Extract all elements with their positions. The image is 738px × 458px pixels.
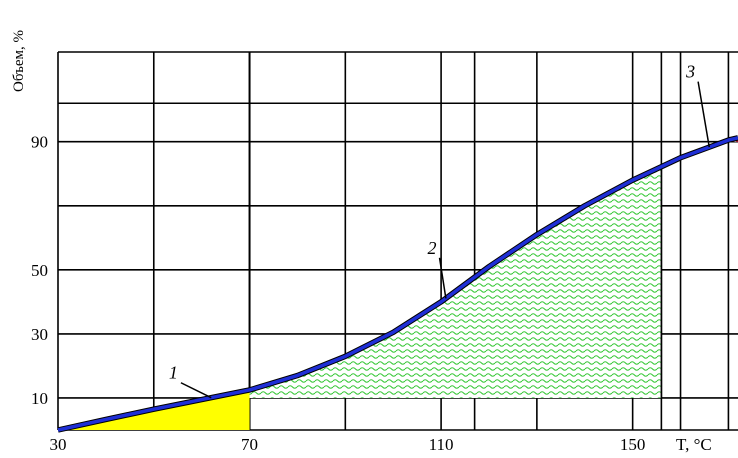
y-axis-label: Объем, % [11, 30, 27, 92]
series-line [57, 136, 738, 432]
leader-line-1 [180, 382, 212, 399]
annotation-1: 1 [169, 363, 178, 383]
region-2 [249, 166, 662, 398]
curve-layer [57, 135, 738, 433]
shaded-regions [58, 137, 738, 430]
annotations: 1 2 3 [169, 62, 711, 399]
y-tick-label: 50 [31, 261, 48, 280]
y-tick-label: 90 [31, 133, 48, 152]
x-tick-label: 110 [429, 435, 454, 454]
leader-line-3 [697, 81, 711, 148]
x-tick-label: 30 [50, 435, 67, 454]
annotation-2: 2 [428, 238, 437, 258]
x-tick-label: 150 [620, 435, 646, 454]
y-tick-label: 30 [31, 325, 48, 344]
leader-line-2 [438, 257, 447, 299]
tick-labels: 30 70 110 150 10 30 50 90 [31, 133, 645, 454]
x-tick-label: 70 [241, 435, 258, 454]
x-axis-label: T, °C [676, 435, 712, 454]
annotation-3: 3 [685, 62, 695, 82]
y-tick-label: 10 [31, 389, 48, 408]
